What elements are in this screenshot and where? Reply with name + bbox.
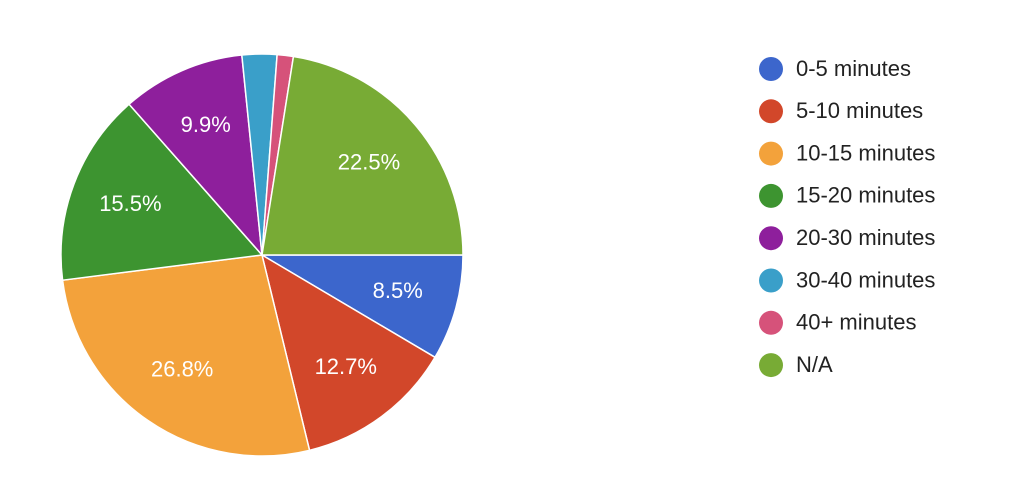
legend-label: 15-20 minutes (796, 183, 935, 208)
slice-label: 12.7% (315, 354, 377, 379)
pie-slice (261, 55, 464, 256)
legend-label: 10-15 minutes (796, 140, 935, 165)
pie-slice (61, 254, 311, 457)
legend-label: N/A (796, 352, 833, 377)
legend-label: 5-10 minutes (796, 98, 923, 123)
legend-swatch (759, 57, 783, 81)
pie-slice (260, 253, 437, 452)
slice-label: 8.5% (373, 278, 423, 303)
slice-label: 15.5% (99, 191, 161, 216)
legend-label: 40+ minutes (796, 310, 916, 335)
legend-swatch (759, 353, 783, 378)
slice-label: 26.8% (151, 357, 213, 382)
legend-swatch (759, 183, 783, 208)
slice-label: 22.5% (338, 149, 400, 174)
pie-slice (60, 103, 264, 282)
legend-label: 0-5 minutes (796, 56, 911, 81)
legend-swatch (759, 99, 783, 124)
slice-label: 9.9% (181, 112, 231, 137)
legend-swatch (759, 141, 783, 166)
legend-swatch (759, 226, 783, 251)
legend-swatch (759, 268, 783, 293)
legend-label: 30-40 minutes (796, 267, 935, 292)
legend-label: 20-30 minutes (796, 225, 935, 250)
pie-slice (259, 254, 464, 359)
legend-swatch (759, 310, 783, 335)
pie-slice (128, 54, 263, 258)
